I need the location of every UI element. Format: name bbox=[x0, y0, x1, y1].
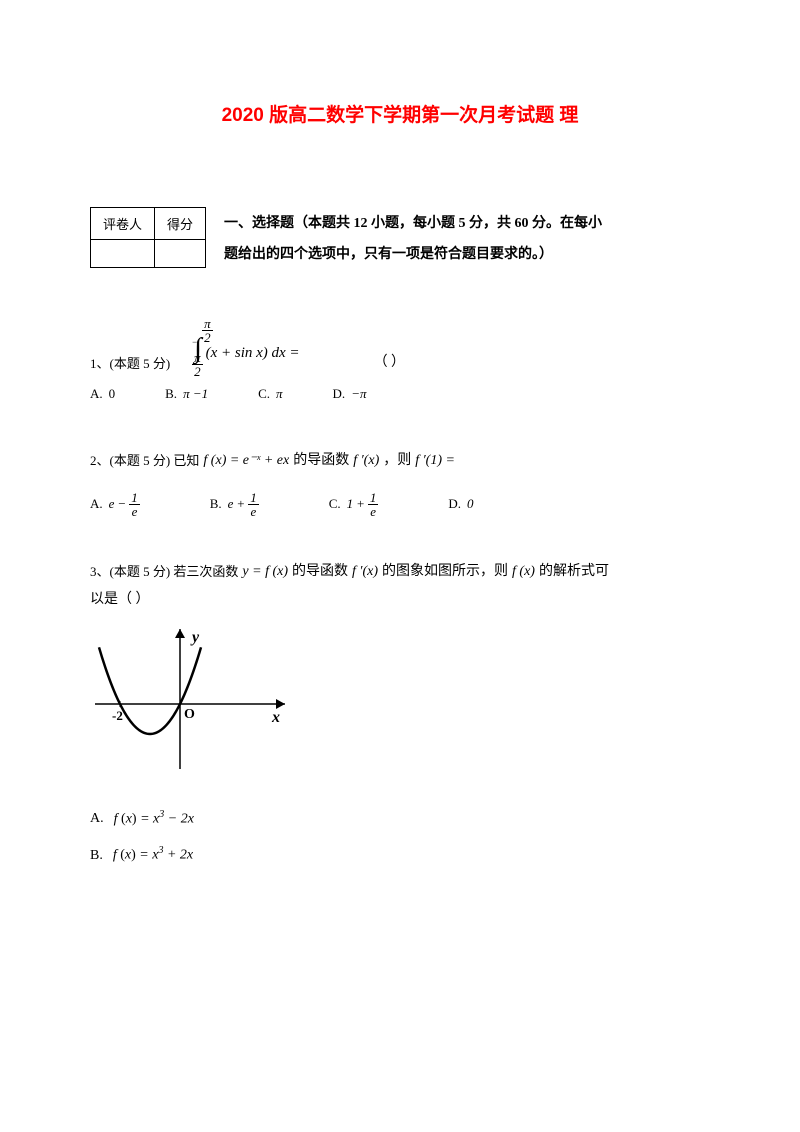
q2-optB-e: e bbox=[228, 491, 234, 517]
q1-optB-val: π −1 bbox=[183, 381, 208, 407]
q1-optC-label: C. bbox=[258, 381, 270, 407]
q1-option-c[interactable]: C. π bbox=[258, 381, 282, 407]
q2-expr1: f (x) = e⁻ˣ + ex bbox=[203, 447, 289, 475]
q2-mid1: 的导函数 bbox=[293, 447, 349, 475]
q1-optD-label: D. bbox=[333, 381, 346, 407]
section-intro: 一、选择题（本题共 12 小题，每小题 5 分，共 60 分。在每小 题给出的四… bbox=[224, 207, 710, 271]
q2-optA-minus: − bbox=[117, 491, 126, 517]
q3-optA-label: A. bbox=[90, 805, 104, 833]
score-table: 评卷人 得分 bbox=[90, 207, 206, 268]
q2-optB-den: e bbox=[249, 505, 259, 518]
q2-optC-plus: + bbox=[356, 491, 365, 517]
q2-optB-label: B. bbox=[210, 491, 222, 517]
q3-expr2: f ′(x) bbox=[352, 558, 378, 586]
q2-optA-num: 1 bbox=[129, 491, 140, 505]
q2-option-d[interactable]: D. 0 bbox=[448, 491, 473, 517]
score-cell-grader bbox=[91, 240, 155, 268]
svg-text:y: y bbox=[190, 629, 200, 646]
q3-optB-expr: f (x) = x3 + 2x bbox=[113, 841, 193, 870]
question-2: 2、(本题 5 分) 已知 f (x) = e⁻ˣ + ex 的导函数 f ′(… bbox=[90, 447, 710, 518]
q1-integrand: (x + sin x) dx = bbox=[206, 345, 300, 361]
q2-option-c[interactable]: C. 1 + 1e bbox=[329, 491, 379, 518]
svg-text:x: x bbox=[271, 709, 280, 726]
q2-optC-num: 1 bbox=[368, 491, 379, 505]
q1-optC-val: π bbox=[276, 381, 283, 407]
score-header-grader: 评卷人 bbox=[91, 208, 155, 240]
q3-mid1: 的导函数 bbox=[292, 558, 348, 586]
page-title: 2020 版高二数学下学期第一次月考试题 理 bbox=[90, 100, 710, 127]
svg-text:O: O bbox=[184, 707, 195, 722]
q2-optC-den: e bbox=[368, 505, 378, 518]
q3-prefix: 3、(本题 5 分) 若三次函数 bbox=[90, 559, 238, 585]
q3-optA-expr: f (x) = x3 − 2x bbox=[114, 805, 194, 834]
q2-option-a[interactable]: A. e − 1e bbox=[90, 491, 140, 518]
q1-options: A. 0 B. π −1 C. π D. −π bbox=[90, 381, 710, 407]
q2-optC-label: C. bbox=[329, 491, 341, 517]
score-cell-score bbox=[155, 240, 206, 268]
q2-optA-den: e bbox=[130, 505, 140, 518]
q1-prefix: 1、(本题 5 分) bbox=[90, 351, 170, 377]
q1-option-d[interactable]: D. −π bbox=[333, 381, 367, 407]
q1-blank: （ ） bbox=[374, 349, 406, 377]
q2-optB-num: 1 bbox=[248, 491, 259, 505]
question-3: 3、(本题 5 分) 若三次函数 y = f (x) 的导函数 f ′(x) 的… bbox=[90, 558, 710, 870]
q1-optA-val: 0 bbox=[109, 381, 116, 407]
q3-expr1: y = f (x) bbox=[242, 558, 288, 586]
q2-optA-label: A. bbox=[90, 491, 103, 517]
q3-graph: y x O -2 bbox=[90, 624, 290, 774]
q1-optB-label: B. bbox=[165, 381, 177, 407]
q1-optA-label: A. bbox=[90, 381, 103, 407]
q2-prefix: 2、(本题 5 分) 已知 bbox=[90, 448, 199, 474]
q3-optB-label: B. bbox=[90, 842, 103, 870]
q3-mid2: 的图象如图所示，则 bbox=[382, 558, 508, 586]
question-1: 1、(本题 5 分) ∫π2−π2 (x + sin x) dx = （ ） A… bbox=[90, 321, 710, 407]
q3-expr3: f (x) bbox=[512, 558, 535, 586]
q2-optB-plus: + bbox=[236, 491, 245, 517]
q1-option-b[interactable]: B. π −1 bbox=[165, 381, 208, 407]
intro-line-1: 一、选择题（本题共 12 小题，每小题 5 分，共 60 分。在每小 bbox=[224, 209, 710, 240]
q2-expr2: f ′(x) bbox=[353, 447, 379, 475]
score-header-score: 得分 bbox=[155, 208, 206, 240]
q2-options: A. e − 1e B. e + 1e C. 1 + 1e D. bbox=[90, 491, 710, 518]
q2-optA-e: e bbox=[109, 491, 115, 517]
q2-optC-1: 1 bbox=[347, 491, 354, 517]
q3-option-b[interactable]: B. f (x) = x3 + 2x bbox=[90, 841, 710, 870]
q1-integral: ∫π2−π2 (x + sin x) dx = bbox=[194, 321, 299, 377]
intro-line-2: 题给出的四个选项中，只有一项是符合题目要求的。） bbox=[224, 240, 710, 271]
q2-option-b[interactable]: B. e + 1e bbox=[210, 491, 259, 518]
q2-expr3: f ′(1) = bbox=[415, 447, 455, 475]
q1-optD-val: −π bbox=[351, 381, 366, 407]
q3-option-a[interactable]: A. f (x) = x3 − 2x bbox=[90, 805, 710, 834]
q2-optD-label: D. bbox=[448, 491, 461, 517]
q3-line2: 以是（ ） bbox=[90, 586, 710, 614]
q2-mid2: ，则 bbox=[383, 447, 411, 475]
svg-text:-2: -2 bbox=[112, 708, 123, 723]
q1-option-a[interactable]: A. 0 bbox=[90, 381, 115, 407]
header-row: 评卷人 得分 一、选择题（本题共 12 小题，每小题 5 分，共 60 分。在每… bbox=[90, 207, 710, 271]
q2-optD-val: 0 bbox=[467, 491, 474, 517]
q3-suffix: 的解析式可 bbox=[539, 558, 609, 586]
